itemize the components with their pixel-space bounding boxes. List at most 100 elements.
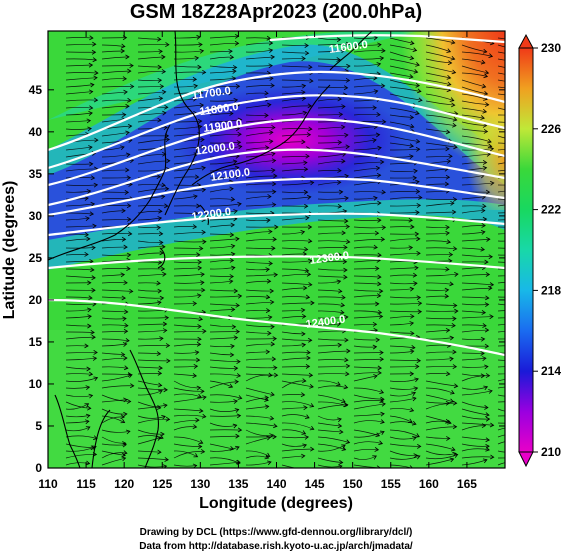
streamline bbox=[65, 315, 92, 319]
streamline-arrowhead bbox=[159, 84, 165, 89]
streamline bbox=[497, 427, 505, 431]
streamline bbox=[497, 233, 505, 235]
streamline-arrowhead bbox=[269, 288, 275, 294]
streamline-arrowhead bbox=[157, 259, 163, 265]
streamline-arrowhead bbox=[90, 201, 96, 207]
streamline-arrowhead bbox=[341, 295, 346, 300]
streamline-arrowhead bbox=[126, 216, 132, 222]
streamline bbox=[137, 160, 170, 165]
streamline-arrowhead bbox=[485, 416, 491, 422]
streamline-arrowhead bbox=[377, 370, 382, 376]
streamline bbox=[209, 113, 233, 116]
streamline bbox=[497, 434, 505, 438]
streamline bbox=[101, 310, 128, 313]
streamline-arrowhead bbox=[158, 365, 163, 371]
credit-data: Data from http://database.rish.kyoto-u.a… bbox=[139, 541, 413, 552]
streamline bbox=[461, 436, 490, 441]
streamline bbox=[389, 310, 422, 313]
streamline-arrowhead bbox=[125, 152, 131, 158]
streamline-arrowhead bbox=[265, 349, 271, 355]
streamline-arrowhead bbox=[268, 261, 273, 266]
streamline bbox=[425, 366, 457, 368]
streamline-arrowhead bbox=[345, 77, 351, 83]
streamline-arrowhead bbox=[124, 323, 129, 328]
streamline bbox=[137, 37, 161, 40]
streamline-arrowhead bbox=[452, 246, 458, 251]
streamline bbox=[461, 51, 493, 57]
streamline-arrowhead bbox=[345, 224, 351, 230]
streamline bbox=[353, 37, 378, 39]
streamline bbox=[281, 443, 307, 447]
streamline bbox=[353, 366, 382, 369]
streamline bbox=[461, 254, 493, 258]
streamline-arrowhead bbox=[410, 313, 415, 319]
streamline-arrowhead bbox=[232, 159, 238, 165]
streamline-arrowhead bbox=[411, 391, 417, 397]
streamline-arrowhead bbox=[309, 78, 314, 84]
streamline-arrowhead bbox=[409, 321, 415, 326]
streamline-arrowhead bbox=[377, 42, 382, 48]
streamline bbox=[137, 85, 164, 88]
streamline bbox=[137, 252, 164, 256]
streamline bbox=[209, 260, 234, 263]
streamline-arrowhead bbox=[336, 57, 341, 62]
streamline-arrowhead bbox=[307, 224, 313, 230]
streamline bbox=[425, 247, 457, 250]
streamline bbox=[353, 126, 378, 130]
streamline-arrowhead bbox=[303, 160, 308, 166]
streamline bbox=[317, 359, 348, 361]
axis-ticks bbox=[47, 31, 505, 469]
streamline-arrowhead bbox=[157, 300, 162, 306]
streamline-arrowhead bbox=[84, 343, 89, 349]
streamline bbox=[65, 401, 91, 409]
streamline-arrowhead bbox=[202, 395, 207, 401]
streamline bbox=[461, 196, 486, 200]
x-tick-label: 115 bbox=[76, 477, 96, 491]
streamline bbox=[425, 380, 458, 387]
streamline bbox=[425, 344, 451, 347]
streamline-arrowhead bbox=[157, 449, 162, 455]
streamline-arrowhead bbox=[415, 433, 420, 438]
coast-hokkaido bbox=[329, 31, 373, 71]
streamline-arrowhead bbox=[271, 202, 277, 208]
streamline-arrowhead bbox=[413, 69, 419, 74]
streamline bbox=[389, 421, 417, 425]
streamline-arrowhead bbox=[120, 414, 125, 420]
streamline-arrowhead bbox=[229, 352, 235, 358]
streamline bbox=[281, 51, 309, 54]
streamline bbox=[281, 448, 314, 452]
streamline-arrowhead bbox=[489, 422, 495, 428]
streamline bbox=[389, 114, 414, 118]
streamline bbox=[281, 112, 307, 116]
streamline bbox=[101, 56, 129, 60]
streamline-arrowhead bbox=[408, 245, 414, 251]
streamline-arrowhead bbox=[229, 274, 234, 279]
streamline-arrowhead bbox=[381, 225, 387, 231]
streamline-arrowhead bbox=[413, 386, 419, 392]
streamline bbox=[65, 415, 90, 418]
streamline-arrowhead bbox=[196, 252, 201, 258]
streamline bbox=[281, 253, 307, 256]
streamline-arrowhead bbox=[228, 383, 234, 388]
streamline-arrowhead bbox=[444, 181, 450, 187]
streamline-arrowhead bbox=[374, 301, 380, 307]
streamline bbox=[353, 275, 381, 278]
streamline-arrowhead bbox=[307, 103, 313, 109]
streamline-arrowhead bbox=[484, 70, 490, 75]
streamline-arrowhead bbox=[488, 285, 493, 291]
streamline bbox=[317, 181, 341, 186]
colorbar-tick-label: 230 bbox=[541, 41, 561, 55]
streamline-arrowhead bbox=[229, 54, 235, 60]
streamline bbox=[137, 79, 162, 81]
streamline-arrowhead bbox=[486, 237, 491, 242]
streamline-arrowhead bbox=[481, 310, 487, 315]
streamline bbox=[245, 366, 277, 369]
streamline bbox=[389, 392, 416, 397]
streamline-arrowhead bbox=[162, 321, 168, 327]
contour-label: 11900.0 bbox=[203, 118, 243, 135]
streamline-arrowhead bbox=[373, 195, 378, 201]
streamline-arrowhead bbox=[268, 40, 274, 46]
streamline-arrowhead bbox=[93, 350, 98, 355]
streamline bbox=[389, 204, 421, 207]
streamline-arrowhead bbox=[161, 182, 166, 188]
